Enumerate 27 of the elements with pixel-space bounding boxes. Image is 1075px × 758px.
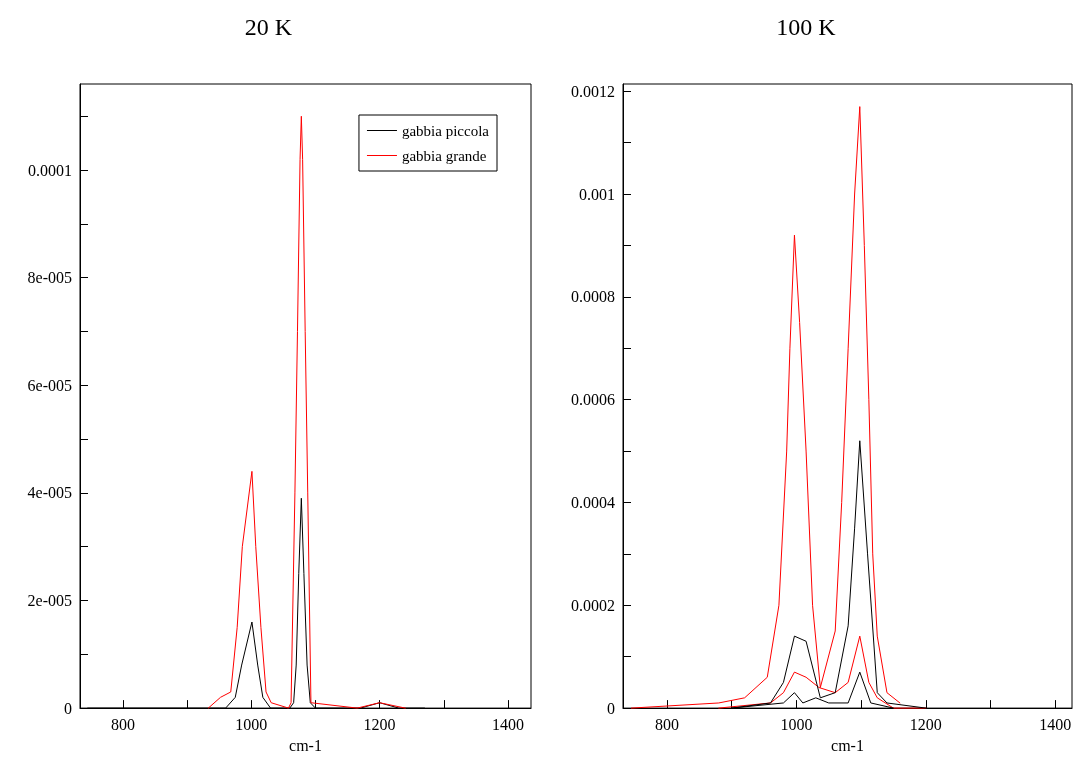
y-tick-label: 2e-005 [27,592,72,609]
y-tick-label: 0.0002 [571,596,615,614]
x-tick-label: 1000 [780,715,813,733]
x-tick-label: 800 [110,715,135,733]
y-tick-label: 0.0008 [571,288,615,306]
y-tick-label: 0.0001 [28,161,72,179]
y-tick-label: 0.0004 [571,493,615,511]
x-tick-label: 1400 [1039,715,1072,733]
legend-label: gabbia piccola [401,122,490,139]
legend-label: gabbia grande [401,147,487,164]
x-tick-label: 800 [654,715,679,733]
chart-title: 20 K [244,14,293,40]
chart-title: 100 K [776,14,837,40]
y-tick-label: 0 [64,699,72,717]
y-tick-label: 4e-005 [27,484,72,502]
y-tick-label: 6e-005 [27,376,72,394]
x-axis-title: cm-1 [831,736,864,754]
x-axis-title: cm-1 [289,736,322,754]
x-tick-label: 1400 [491,715,524,733]
y-tick-label: 0.001 [579,185,615,203]
y-tick-label: 0.0006 [571,391,615,409]
x-tick-label: 1200 [909,715,942,733]
x-tick-label: 1200 [363,715,396,733]
x-tick-label: 1000 [235,715,268,733]
y-tick-label: 0.0012 [571,82,615,100]
y-tick-label: 8e-005 [27,269,72,287]
y-tick-label: 0 [607,699,615,717]
